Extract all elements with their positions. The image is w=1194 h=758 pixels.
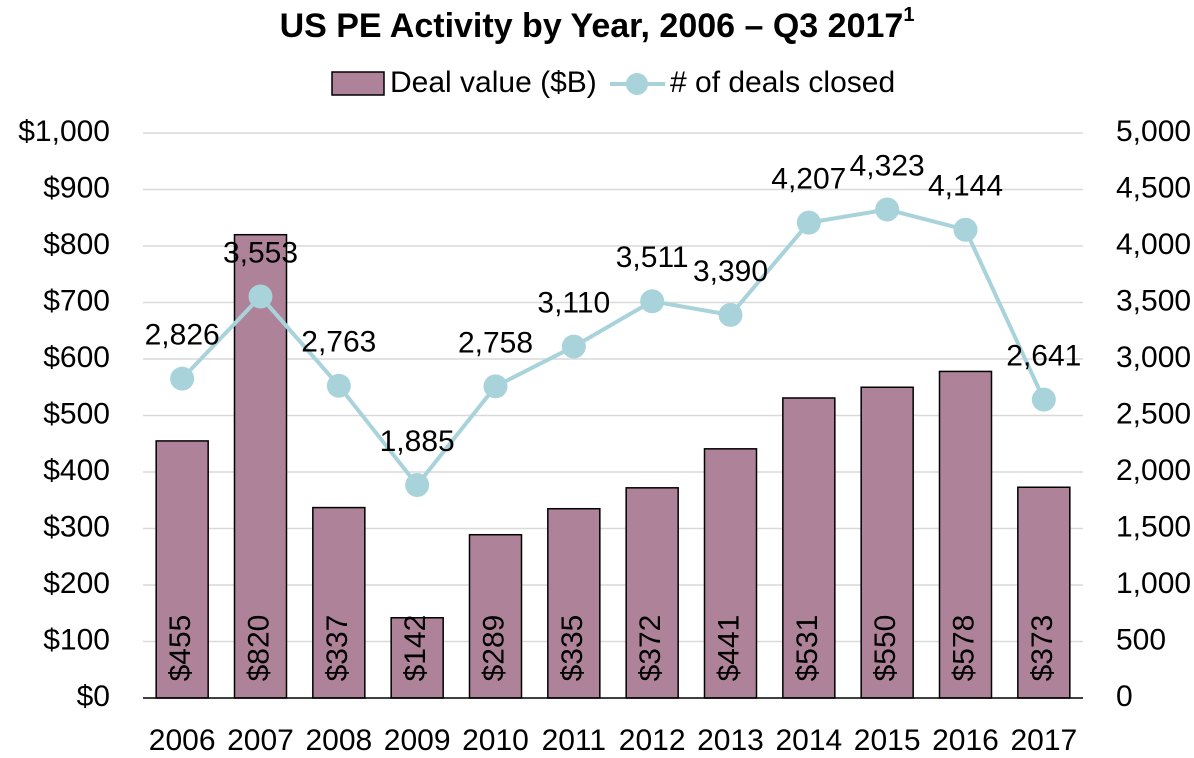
line-marker [796, 210, 821, 235]
line-value-label: 4,323 [850, 149, 925, 182]
y2-tick-label: 500 [1116, 623, 1166, 656]
bar [860, 386, 914, 699]
bar [547, 507, 601, 699]
legend-label: # of deals closed [670, 66, 895, 99]
bar-value-label: $372 [634, 615, 667, 682]
y-tick-label: $400 [43, 454, 110, 487]
x-tick-label: 2007 [227, 724, 294, 757]
title-superscript: 1 [903, 4, 914, 26]
y2-tick-label: 5,000 [1116, 115, 1191, 148]
y2-tick-label: 4,500 [1116, 171, 1191, 204]
y-tick-label: $0 [77, 680, 110, 713]
title-text: US PE Activity by Year, 2006 – Q3 2017 [280, 7, 904, 45]
bar-value-label: $550 [869, 615, 902, 682]
line-marker [953, 217, 978, 242]
y-tick-label: $100 [43, 623, 110, 656]
line-value-label: 4,144 [928, 170, 1003, 203]
x-tick-label: 2006 [149, 724, 216, 757]
bar-value-label: $441 [712, 615, 745, 682]
x-tick-label: 2009 [384, 724, 451, 757]
bar-value-label: $335 [556, 615, 589, 682]
line-marker [718, 302, 743, 327]
line-marker [326, 373, 351, 398]
x-tick-label: 2012 [619, 724, 686, 757]
line-value-label: 3,110 [537, 286, 610, 319]
bar [938, 370, 993, 699]
line-marker [561, 334, 586, 359]
x-tick-label: 2015 [854, 724, 921, 757]
line-value-label: 1,885 [380, 425, 455, 458]
y-tick-label: $700 [43, 284, 110, 317]
bar [703, 448, 758, 699]
y-tick-label: $300 [43, 510, 110, 543]
y2-tick-label: 3,500 [1116, 284, 1191, 317]
bar [625, 487, 679, 699]
bar-value-label: $337 [321, 615, 354, 682]
bar-value-label: $578 [947, 615, 980, 682]
line-value-label: 2,758 [458, 326, 533, 359]
y2-tick-label: 0 [1116, 680, 1133, 713]
bar [390, 617, 444, 699]
legend-swatch [331, 71, 385, 96]
y2-tick-label: 2,000 [1116, 454, 1191, 487]
line [180, 207, 1046, 489]
x-tick-label: 2011 [542, 724, 607, 757]
bar-value-label: $373 [1026, 615, 1059, 682]
line-value-label: 2,826 [145, 319, 220, 352]
chart-title: US PE Activity by Year, 2006 – Q3 20171 [280, 4, 915, 45]
line-marker [875, 197, 900, 222]
x-tick-label: 2008 [305, 724, 372, 757]
x-tick-label: 2013 [697, 724, 764, 757]
y2-tick-label: 2,500 [1116, 397, 1191, 430]
line-value-label: 2,641 [1006, 339, 1081, 372]
legend-label: Deal value ($B) [390, 66, 597, 99]
y-tick-label: $1,000 [18, 115, 110, 148]
bar-value-label: $142 [399, 615, 432, 682]
x-tick-label: 2014 [775, 724, 842, 757]
x-tick-label: 2017 [1010, 724, 1077, 757]
x-tick-label: 2016 [932, 724, 999, 757]
bar [782, 397, 836, 699]
legend-marker [626, 73, 648, 95]
line-value-label: 3,553 [223, 236, 298, 269]
line-value-label: 3,390 [693, 255, 768, 288]
y2-tick-label: 1,500 [1116, 510, 1191, 543]
line-marker [640, 289, 665, 314]
y2-tick-label: 1,000 [1116, 567, 1191, 600]
line-value-label: 2,763 [301, 326, 376, 359]
y2-tick-label: 3,000 [1116, 341, 1191, 374]
bar [155, 440, 209, 699]
line-value-label: 4,207 [771, 163, 846, 196]
y2-tick-label: 4,000 [1116, 228, 1191, 261]
bar-value-label: $531 [791, 615, 824, 682]
bar [1017, 486, 1071, 699]
line-marker [405, 472, 430, 497]
line-marker [1031, 387, 1056, 412]
line-marker [483, 374, 508, 399]
bar-value-label: $455 [164, 615, 197, 682]
y-tick-label: $800 [43, 228, 110, 261]
bar-value-label: $289 [477, 615, 510, 682]
y-tick-label: $200 [43, 567, 110, 600]
bar-value-label: $820 [242, 615, 275, 682]
line-marker [170, 366, 195, 391]
x-tick-label: 2010 [462, 724, 529, 757]
y-tick-label: $600 [43, 341, 110, 374]
bar [468, 533, 523, 699]
y-tick-label: $900 [43, 171, 110, 204]
line-value-label: 3,511 [616, 241, 689, 274]
y-tick-label: $500 [43, 397, 110, 430]
line-marker [248, 284, 273, 309]
